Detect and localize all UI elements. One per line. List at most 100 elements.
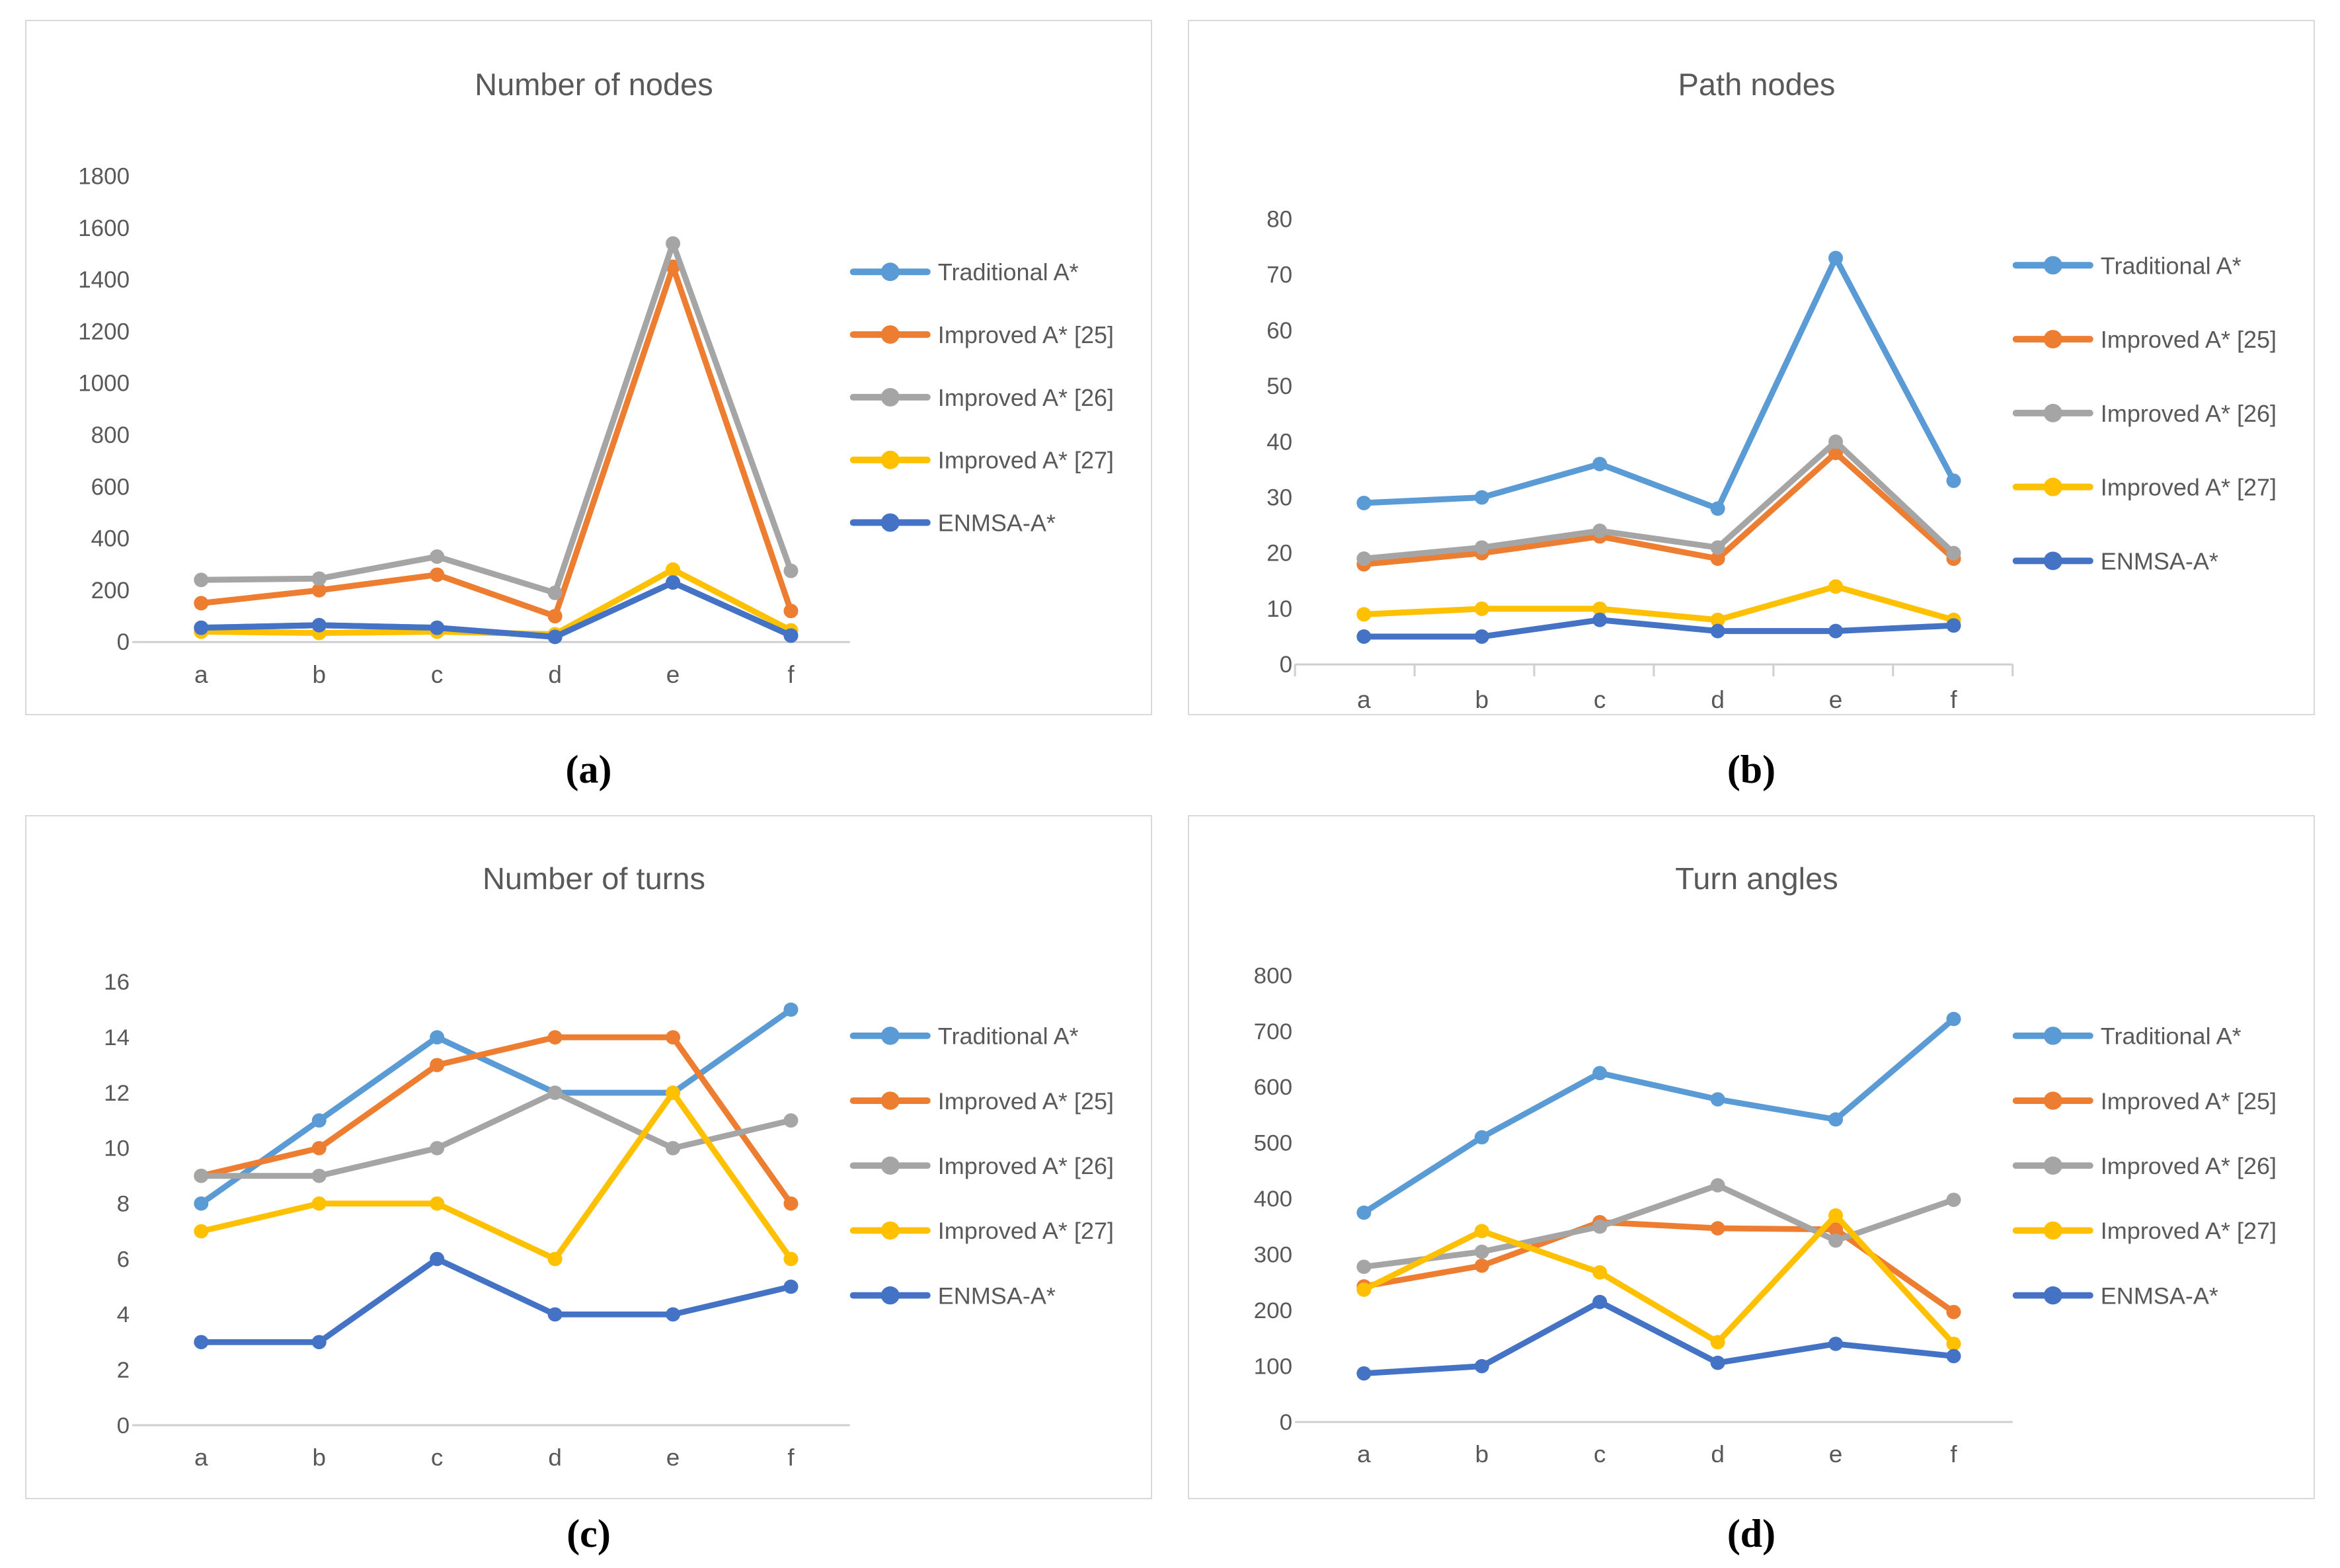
legend-label: Improved A* [27]: [2101, 1218, 2277, 1245]
legend-swatch-marker: [880, 325, 900, 344]
data-point-marker-improved25: [311, 582, 327, 598]
x-tick-label: b: [312, 1444, 326, 1471]
data-point-marker-improved25: [194, 596, 209, 611]
y-tick-label: 40: [1267, 429, 1292, 455]
data-point-marker-improved26: [1828, 1233, 1844, 1248]
data-point-marker-enmsa: [1592, 612, 1608, 627]
series-line-enmsa: [1360, 1299, 1957, 1377]
series-line-improved26: [198, 240, 795, 596]
data-point-marker-improved26: [1474, 1244, 1489, 1259]
legend-label: Improved A* [27]: [2101, 474, 2277, 501]
series-line-enmsa: [1360, 617, 1957, 640]
legend-label: Improved A* [26]: [2101, 400, 2277, 427]
data-point-marker-enmsa: [1828, 623, 1844, 639]
series-line-improved26: [198, 1089, 795, 1179]
data-point-marker-enmsa: [1946, 1349, 1961, 1364]
data-point-marker-enmsa: [783, 628, 799, 643]
x-tick-label: f: [1950, 686, 1957, 713]
x-tick-label: b: [1475, 1440, 1489, 1468]
data-point-marker-improved26: [1592, 1219, 1608, 1234]
data-point-marker-traditional: [1710, 501, 1725, 516]
y-tick-label: 0: [117, 1413, 130, 1438]
x-tick-label: e: [1829, 1440, 1843, 1468]
y-tick-label: 12: [104, 1081, 130, 1106]
x-tick-label: e: [666, 661, 680, 688]
data-point-marker-improved26: [1356, 1259, 1372, 1274]
data-point-marker-enmsa: [194, 1335, 209, 1350]
data-point-marker-improved27: [1710, 1335, 1725, 1350]
data-point-marker-improved25: [430, 567, 445, 582]
data-point-marker-improved27: [1356, 607, 1372, 622]
data-point-marker-improved25: [547, 1030, 563, 1045]
legend-label: Improved A* [26]: [938, 1153, 1114, 1179]
data-point-marker-improved27: [666, 1085, 681, 1100]
figure-cell-a: Number of nodes 0 200 400 600 800 1000 1200 1400…: [25, 20, 1152, 815]
data-point-marker-improved26: [1710, 1178, 1725, 1193]
y-tick-label: 400: [91, 526, 130, 552]
y-tick-label: 16: [104, 970, 130, 995]
data-point-marker-improved26: [1474, 540, 1489, 555]
legend-swatch-marker: [880, 387, 900, 407]
legend-label: Improved A* [27]: [938, 1218, 1114, 1245]
y-tick-label: 1600: [78, 216, 130, 241]
x-tick-label: a: [194, 661, 208, 688]
y-tick-label: 30: [1267, 485, 1292, 511]
legend-label: Improved A* [26]: [2101, 1153, 2277, 1179]
legend-label: Traditional A*: [2101, 1023, 2242, 1050]
chart-panel-number-of-turns: Number of turns 0 2 4 6 8 10 12 14 16 a b c d e f Tradit…: [25, 815, 1152, 1499]
legend-swatch-marker: [2043, 1091, 2062, 1110]
series-line-traditional: [198, 1006, 795, 1207]
data-point-marker-enmsa: [1710, 1355, 1725, 1370]
data-point-marker-improved26: [1710, 540, 1725, 555]
data-point-marker-improved25: [430, 1058, 445, 1072]
data-point-marker-improved26: [311, 571, 327, 586]
line-chart-d: Turn angles 0 100 200 300 400 500 600 700 800 a b c d…: [1254, 861, 2277, 1468]
data-point-marker-traditional: [1592, 456, 1608, 471]
data-point-marker-traditional: [1592, 1066, 1608, 1081]
x-tick-label: e: [1829, 686, 1843, 713]
caption-b: (b): [1727, 748, 1776, 791]
legend-swatch-marker: [880, 1221, 900, 1240]
data-point-marker-enmsa: [194, 620, 209, 635]
data-point-marker-improved27: [1710, 612, 1725, 627]
legend-label: Improved A* [25]: [2101, 1088, 2277, 1115]
data-point-marker-improved26: [194, 1168, 209, 1183]
y-tick-label: 14: [104, 1025, 130, 1050]
x-tick-label: f: [1950, 1440, 1957, 1468]
legend-swatch-marker: [2043, 1286, 2062, 1305]
x-tick-label: d: [1711, 1440, 1725, 1468]
legend-label: Improved A* [25]: [2101, 326, 2277, 353]
legend-label: Improved A* [26]: [938, 384, 1114, 411]
x-tick-label: f: [787, 1444, 795, 1471]
y-tick-label: 10: [1267, 596, 1292, 622]
x-tick-label: e: [666, 1444, 680, 1471]
legend-swatch-marker: [2043, 1221, 2062, 1240]
x-tick-label: f: [787, 661, 795, 688]
data-point-marker-improved25: [1710, 551, 1725, 567]
data-point-marker-enmsa: [547, 629, 563, 645]
series-line-improved25: [1360, 1219, 1957, 1315]
x-tick-label: a: [1357, 1440, 1371, 1468]
y-tick-label: 1200: [78, 319, 130, 344]
data-point-marker-improved26: [1828, 434, 1844, 450]
data-point-marker-traditional: [1946, 473, 1961, 489]
data-point-marker-improved26: [666, 1141, 681, 1156]
x-tick-label: c: [431, 661, 444, 688]
y-tick-label: 0: [117, 629, 130, 655]
data-point-marker-improved26: [311, 1168, 327, 1183]
series-line-improved26: [1360, 438, 1957, 562]
data-point-marker-improved25: [666, 1030, 681, 1045]
data-point-marker-improved26: [783, 1113, 799, 1128]
data-point-marker-improved27: [311, 1196, 327, 1211]
data-point-marker-improved27: [1946, 1337, 1961, 1351]
data-point-marker-enmsa: [1474, 629, 1489, 645]
data-point-marker-improved26: [783, 563, 799, 578]
figure-cell-d: Turn angles 0 100 200 300 400 500 600 700 800 a b c d…: [1188, 815, 2315, 1563]
series-line-traditional: [1360, 255, 1957, 512]
y-tick-label: 70: [1267, 262, 1292, 288]
y-tick-label: 20: [1267, 541, 1292, 567]
data-point-marker-improved25: [783, 1196, 799, 1211]
series-line-improved27: [198, 1089, 795, 1262]
legend-swatch-marker: [880, 1156, 900, 1175]
